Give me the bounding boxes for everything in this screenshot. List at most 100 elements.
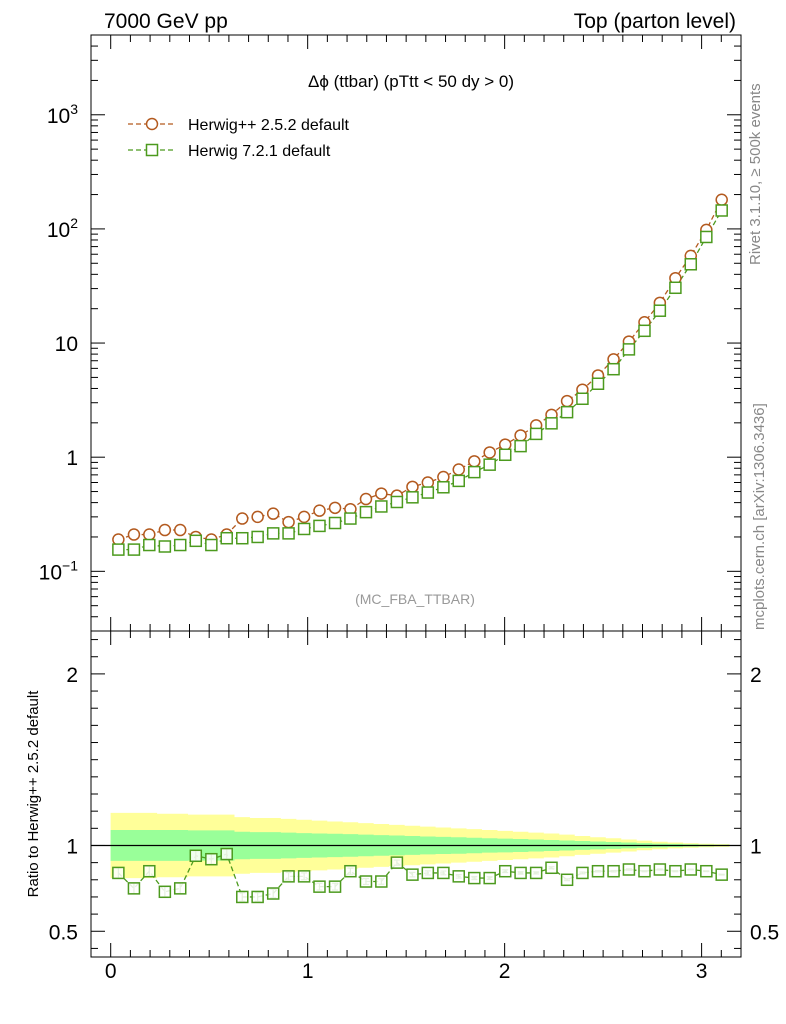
- data-point: [313, 504, 326, 517]
- data-point: [622, 863, 636, 876]
- data-point: [560, 394, 574, 408]
- data-point: [560, 873, 574, 887]
- series-line: [118, 199, 723, 541]
- data-point: [266, 527, 280, 540]
- data-point: [653, 863, 667, 876]
- legend-label: Herwig 7.2.1 default: [188, 143, 331, 160]
- data-point: [143, 864, 156, 878]
- data-point: [143, 538, 156, 552]
- data-point: [127, 882, 141, 895]
- data-point: [251, 890, 264, 904]
- data-point: [158, 540, 172, 553]
- data-point: [328, 501, 342, 515]
- data-point: [359, 492, 373, 506]
- data-point: [498, 438, 512, 451]
- data-point: [189, 534, 203, 548]
- data-point: [576, 866, 589, 880]
- data-point: [638, 324, 651, 338]
- data-point: [622, 343, 636, 356]
- rivet-label: Rivet 3.1.10, ≥ 500k events: [747, 83, 764, 265]
- plot-title: Δϕ (ttbar) (pTtt < 50 dy > 0): [308, 72, 514, 91]
- data-point: [437, 481, 450, 494]
- ratio-panel: 0.5 0.5 1 1 2 2 0 1 2 3 Ratio to Herwig++ 2.5.2 d…: [25, 630, 779, 983]
- data-point: [251, 510, 264, 524]
- data-point: [529, 427, 543, 441]
- data-point: [313, 519, 326, 533]
- data-point: [669, 864, 682, 878]
- ratio-series-markers: [112, 847, 728, 904]
- data-point: [344, 864, 357, 878]
- data-point: [576, 392, 589, 406]
- data-point: [220, 531, 233, 545]
- data-point: [375, 487, 388, 500]
- data-point: [560, 405, 574, 419]
- main-y-tick-label: 102: [47, 215, 78, 242]
- data-point: [607, 362, 620, 376]
- data-point: [638, 864, 651, 878]
- data-point: [700, 864, 713, 878]
- data-point: [313, 880, 326, 893]
- data-point: [715, 868, 728, 881]
- data-point: [173, 538, 187, 552]
- ratio-y-tick-label-right: 0.5: [750, 921, 779, 944]
- data-point: [375, 875, 388, 888]
- data-point: [158, 885, 172, 899]
- data-point: [514, 866, 527, 880]
- data-point: [390, 856, 404, 869]
- legend-marker: [145, 117, 159, 131]
- legend-marker: [145, 143, 159, 157]
- data-point: [715, 193, 728, 207]
- data-point: [236, 890, 249, 904]
- legend-label: Herwig++ 2.5.2 default: [188, 117, 350, 134]
- data-point: [282, 870, 295, 883]
- data-point: [158, 523, 172, 537]
- ratio-y-tick-label: 0.5: [49, 921, 78, 944]
- data-point: [251, 530, 264, 544]
- data-point: [452, 870, 465, 883]
- data-point: [297, 870, 311, 883]
- x-tick-label: 2: [499, 960, 511, 983]
- data-point: [498, 448, 512, 462]
- data-point: [529, 866, 543, 880]
- data-point: [437, 866, 450, 880]
- data-point: [205, 852, 218, 866]
- main-y-tick-label: 103: [47, 101, 78, 128]
- data-point: [236, 531, 249, 545]
- data-point: [607, 864, 620, 878]
- data-point: [514, 429, 527, 442]
- main-y-tick-label: 1: [66, 447, 78, 470]
- data-point: [669, 281, 682, 295]
- x-tick-label: 1: [302, 960, 314, 983]
- ratio-axes: 0.5 0.5 1 1 2 2 0 1 2 3: [49, 631, 779, 983]
- legend: Herwig++ 2.5.2 default Herwig 7.2.1 defau…: [128, 117, 350, 160]
- main-y-axis: 10−1 1 10 102 103: [39, 34, 741, 632]
- data-point: [328, 880, 342, 893]
- data-point: [700, 230, 713, 244]
- data-point: [421, 486, 435, 499]
- data-point: [468, 465, 481, 479]
- main-panel: Δϕ (ttbar) (pTtt < 50 dy > 0) (MC_FBA_TT…: [39, 34, 742, 632]
- data-point: [236, 512, 249, 525]
- data-point: [282, 527, 295, 540]
- main-y-tick-label: 10: [55, 333, 78, 356]
- data-point: [406, 480, 419, 494]
- data-point: [359, 505, 373, 519]
- data-point: [143, 528, 156, 541]
- data-point: [205, 538, 218, 552]
- main-series-lines: [118, 199, 723, 551]
- data-point: [344, 512, 357, 525]
- data-point: [173, 882, 187, 895]
- data-point: [483, 458, 496, 471]
- header-left: 7000 GeV pp: [104, 10, 228, 33]
- data-point: [514, 439, 527, 453]
- data-point: [390, 495, 404, 509]
- data-point: [452, 474, 465, 488]
- data-point: [452, 463, 465, 476]
- data-point: [483, 446, 496, 459]
- data-point: [406, 868, 419, 881]
- main-series-markers: [112, 193, 728, 556]
- data-point: [545, 861, 558, 875]
- data-point: [591, 864, 605, 878]
- data-point: [498, 864, 512, 878]
- ratio-y-tick-label: 2: [66, 664, 78, 687]
